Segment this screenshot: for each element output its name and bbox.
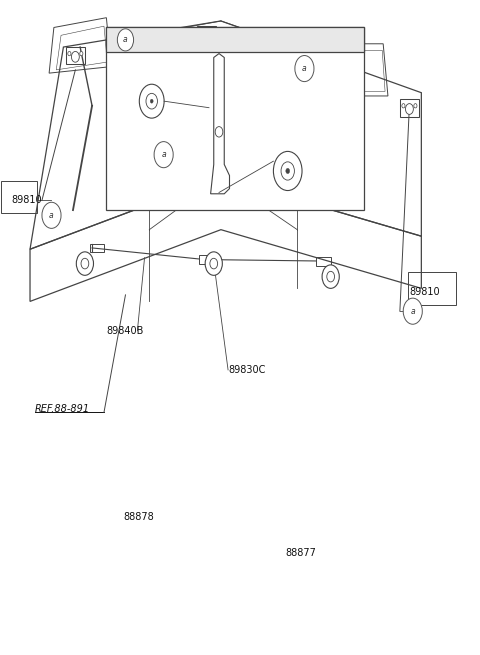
- Circle shape: [295, 56, 314, 82]
- Text: 89810: 89810: [11, 195, 42, 205]
- Circle shape: [274, 151, 302, 191]
- Circle shape: [215, 126, 223, 137]
- Circle shape: [205, 252, 222, 275]
- Circle shape: [203, 30, 211, 41]
- Text: 88877: 88877: [285, 548, 316, 557]
- Bar: [316, 257, 331, 265]
- Bar: [197, 26, 216, 43]
- Circle shape: [76, 252, 94, 275]
- Text: a: a: [49, 211, 54, 220]
- Circle shape: [295, 58, 298, 62]
- Circle shape: [403, 298, 422, 324]
- Bar: [408, 272, 456, 305]
- Bar: [281, 54, 300, 71]
- Bar: [107, 28, 364, 52]
- Bar: [1, 181, 37, 214]
- Circle shape: [286, 168, 289, 174]
- Circle shape: [283, 58, 286, 62]
- Circle shape: [414, 103, 417, 108]
- Circle shape: [80, 52, 83, 56]
- Circle shape: [150, 99, 153, 103]
- Circle shape: [117, 29, 133, 51]
- Circle shape: [154, 141, 173, 168]
- Text: REF.88-891: REF.88-891: [35, 404, 90, 414]
- Bar: [90, 244, 104, 252]
- Circle shape: [42, 202, 61, 229]
- Text: 89830C: 89830C: [228, 365, 265, 375]
- Text: a: a: [302, 64, 307, 73]
- Circle shape: [281, 162, 294, 180]
- Text: 89810: 89810: [409, 287, 440, 297]
- Text: 88878: 88878: [123, 512, 154, 521]
- Circle shape: [327, 271, 335, 282]
- Bar: [199, 255, 214, 263]
- Circle shape: [402, 103, 405, 108]
- Circle shape: [81, 258, 89, 269]
- Bar: [400, 100, 419, 117]
- Circle shape: [146, 94, 157, 109]
- Circle shape: [68, 52, 71, 56]
- Circle shape: [406, 103, 413, 115]
- Text: a: a: [123, 35, 128, 45]
- Circle shape: [139, 84, 164, 118]
- Circle shape: [72, 52, 79, 62]
- Circle shape: [322, 265, 339, 288]
- Text: a: a: [161, 150, 166, 159]
- Text: a: a: [410, 307, 415, 316]
- Circle shape: [211, 30, 214, 34]
- Text: 89801: 89801: [288, 65, 318, 75]
- Text: 89840B: 89840B: [107, 326, 144, 336]
- Bar: [66, 47, 85, 64]
- Circle shape: [210, 258, 217, 269]
- Circle shape: [199, 30, 202, 34]
- Bar: [107, 28, 364, 210]
- Circle shape: [286, 58, 294, 69]
